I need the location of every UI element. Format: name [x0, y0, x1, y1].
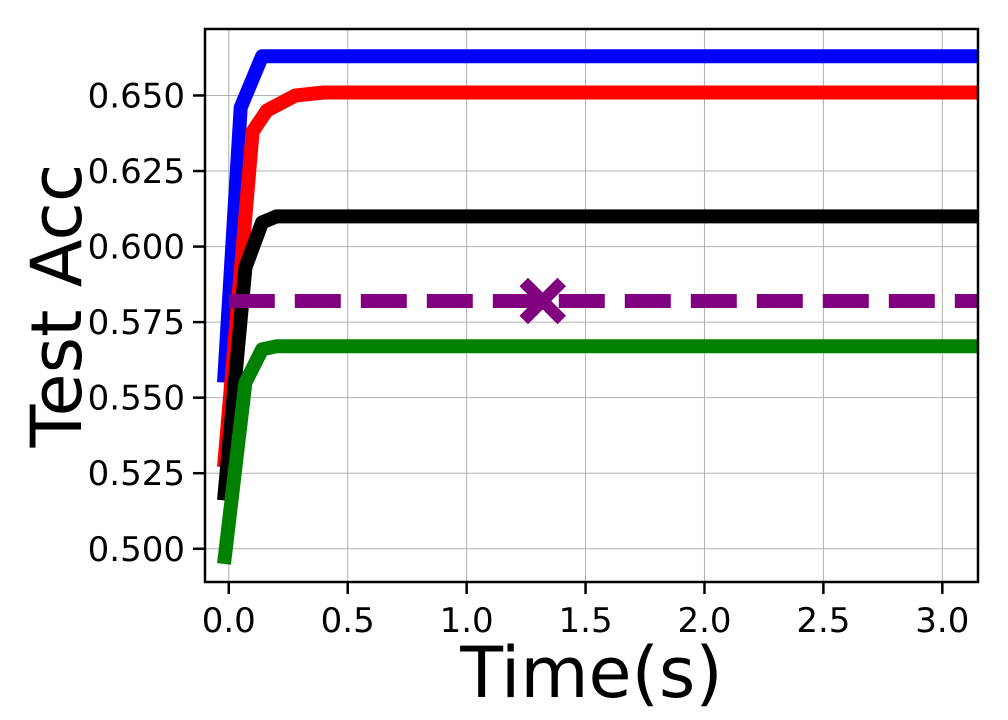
y-tick-label: 0.500 — [88, 530, 185, 570]
ticks: 0.0 0.5 1.0 1.5 2.0 2.5 3.0 0.500 0.525 0.550 0.57… — [88, 76, 970, 641]
x-tick-label: 3.0 — [915, 601, 969, 641]
y-tick-label: 0.550 — [88, 379, 185, 419]
x-tick-label: 2.5 — [796, 601, 850, 641]
plot-frame — [203, 27, 980, 584]
series-line-1 — [217, 49, 978, 384]
y-tick-label: 0.575 — [88, 303, 185, 343]
x-tick-label: 0.5 — [321, 601, 375, 641]
x-tick-label: 2.0 — [677, 601, 731, 641]
series-line-3 — [217, 209, 978, 502]
series-line-4 — [217, 339, 978, 565]
series-line-2 — [217, 85, 978, 468]
series-layer — [217, 49, 978, 565]
y-tick-label: 0.650 — [88, 76, 185, 116]
x-tick-label: 0.0 — [202, 601, 256, 641]
x-tick-label: 1.5 — [559, 601, 613, 641]
series-marker-x — [519, 277, 566, 325]
x-axis-title: Time(s) — [459, 632, 722, 714]
x-tick-label: 1.0 — [440, 601, 494, 641]
y-tick-label: 0.600 — [88, 228, 185, 268]
y-tick-label: 0.625 — [88, 152, 185, 192]
y-axis-title: Test Acc — [16, 164, 98, 449]
y-tick-label: 0.525 — [88, 454, 185, 494]
